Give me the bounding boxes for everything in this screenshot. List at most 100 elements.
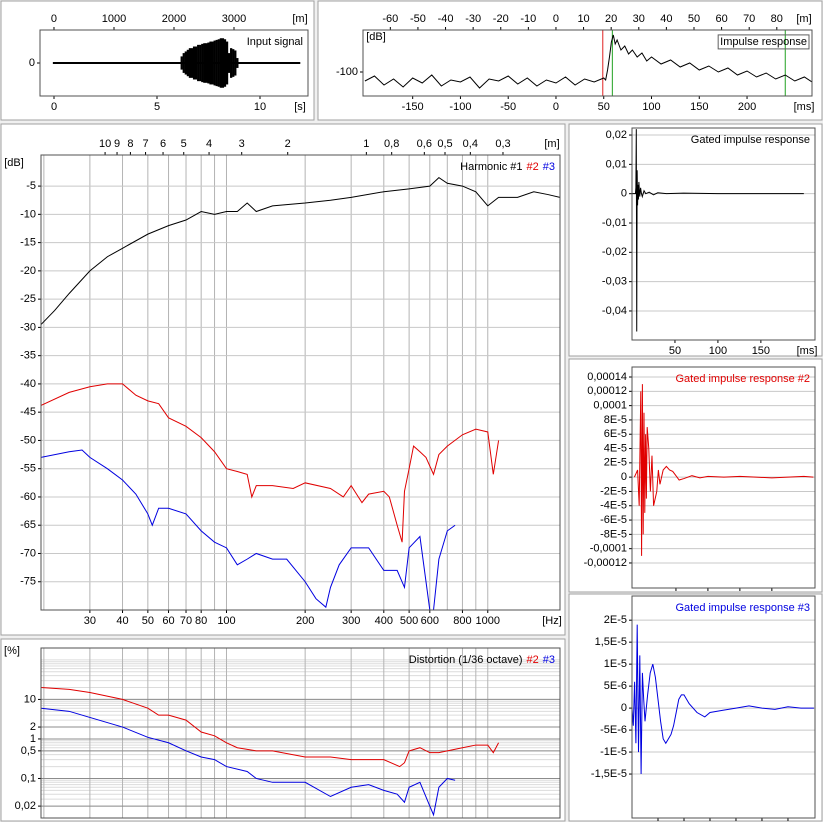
x2-tick-label: 0 — [553, 13, 559, 25]
x2-tick-label: -20 — [493, 13, 509, 25]
legend-entry: Gated impulse response #3 — [675, 602, 810, 614]
y-tick-label: 2E-5 — [604, 457, 627, 469]
series-line — [41, 449, 456, 610]
x2-tick-label: 3000 — [222, 13, 246, 25]
y-tick-label: 0 — [621, 702, 627, 714]
x-tick-label: -100 — [449, 101, 471, 113]
series-line — [41, 707, 456, 817]
y-tick-label: 2E-5 — [604, 614, 627, 626]
x-tick-label: 70 — [180, 615, 192, 627]
legend: Distortion (1/36 octave) #2 #3 — [409, 654, 555, 666]
x2-tick-label: 2 — [285, 138, 291, 150]
y-tick-label: 0,00012 — [587, 385, 627, 397]
y-tick-label: -8E-5 — [600, 528, 627, 540]
plot-area — [41, 648, 560, 818]
series-line — [364, 34, 812, 89]
x2-tick-label: 0,8 — [384, 138, 399, 150]
x-axis-unit: [s] — [294, 101, 306, 113]
x-tick-label: 5 — [154, 101, 160, 113]
x2-tick-label: 7 — [142, 138, 148, 150]
y-tick-label: -15 — [20, 237, 36, 249]
y-tick-label: -1E-5 — [600, 746, 627, 758]
y-tick-label: -0,00012 — [584, 557, 627, 569]
y-tick-label: -45 — [20, 406, 36, 418]
y-tick-label: -20 — [20, 265, 36, 277]
y-tick-label: 0 — [621, 471, 627, 483]
x-tick-label: 100 — [642, 101, 660, 113]
y-axis-unit: [%] — [4, 645, 20, 657]
y-tick-label: 10 — [24, 693, 36, 705]
y-tick-label: -10 — [20, 208, 36, 220]
x-tick-label: -50 — [500, 101, 516, 113]
legend: Impulse response — [720, 36, 807, 48]
y-tick-label: 0,00014 — [587, 371, 627, 383]
legend: Gated impulse response #2 — [675, 373, 810, 385]
x-axis-unit: [ms] — [794, 101, 815, 113]
x-tick-label: 0 — [51, 101, 57, 113]
y-tick-label: -60 — [20, 491, 36, 503]
x-tick-label: 100 — [217, 615, 235, 627]
x2-tick-label: 10 — [99, 138, 111, 150]
plot-border — [362, 29, 813, 97]
x-tick-label: 80 — [195, 615, 207, 627]
x2-tick-label: 2000 — [162, 13, 186, 25]
plot-border — [631, 595, 816, 819]
series-line — [632, 129, 804, 332]
y-tick-label: 1 — [30, 733, 36, 745]
x2-tick-label: 0,6 — [417, 138, 432, 150]
x-tick-label: 400 — [375, 615, 393, 627]
x-axis-unit: [ms] — [797, 345, 818, 357]
legend-entry: #2 — [527, 161, 539, 173]
legend-entry: Gated impulse response — [691, 134, 810, 146]
y-tick-label: 0,1 — [21, 772, 36, 784]
x2-tick-label: 40 — [660, 13, 672, 25]
plot-content — [41, 176, 560, 610]
y-tick-label: -0,04 — [602, 305, 627, 317]
x2-tick-label: 30 — [633, 13, 645, 25]
y-tick-label: -0,01 — [602, 217, 627, 229]
y-tick-label: -5 — [26, 180, 36, 192]
legend: Input signal — [247, 36, 303, 48]
plot-border — [631, 366, 816, 589]
plot-border — [40, 154, 561, 611]
y-tick-label: 0 — [29, 57, 35, 69]
x2-tick-label: 10 — [577, 13, 589, 25]
plot-area — [363, 30, 812, 96]
x2-tick-label: 9 — [114, 138, 120, 150]
x2-axis-unit: [m] — [796, 13, 811, 25]
x2-tick-label: -50 — [410, 13, 426, 25]
x-tick-label: 500 — [400, 615, 418, 627]
y-tick-label: -55 — [20, 463, 36, 475]
x-tick-label: 100 — [709, 345, 727, 357]
plot-content — [632, 129, 804, 332]
x2-tick-label: -30 — [465, 13, 481, 25]
plot-border — [631, 127, 816, 341]
x2-tick-label: 50 — [688, 13, 700, 25]
x2-tick-label: 0,3 — [495, 138, 510, 150]
plot-area — [41, 155, 560, 610]
y-tick-label: -2E-5 — [600, 485, 627, 497]
y-tick-label: 0 — [621, 188, 627, 200]
x2-tick-label: -40 — [438, 13, 454, 25]
y-tick-label: 0,02 — [15, 800, 36, 812]
y-tick-label: 0,02 — [606, 129, 627, 141]
x-tick-label: 200 — [738, 101, 756, 113]
x-tick-label: 600 — [421, 615, 439, 627]
x-tick-label: 1000 — [476, 615, 500, 627]
x-tick-label: -150 — [402, 101, 424, 113]
legend-entry: #3 — [543, 161, 555, 173]
x-tick-label: 150 — [690, 101, 708, 113]
x2-tick-label: 80 — [771, 13, 783, 25]
y-tick-label: 1E-5 — [604, 658, 627, 670]
x2-tick-label: 5 — [181, 138, 187, 150]
x2-tick-label: 8 — [127, 138, 133, 150]
x-tick-label: 800 — [453, 615, 471, 627]
legend: Gated impulse response — [691, 134, 810, 146]
y-tick-label: 0,01 — [606, 158, 627, 170]
plot-content — [364, 30, 812, 96]
x2-tick-label: 3 — [239, 138, 245, 150]
x-tick-label: 60 — [162, 615, 174, 627]
y-tick-label: -65 — [20, 519, 36, 531]
